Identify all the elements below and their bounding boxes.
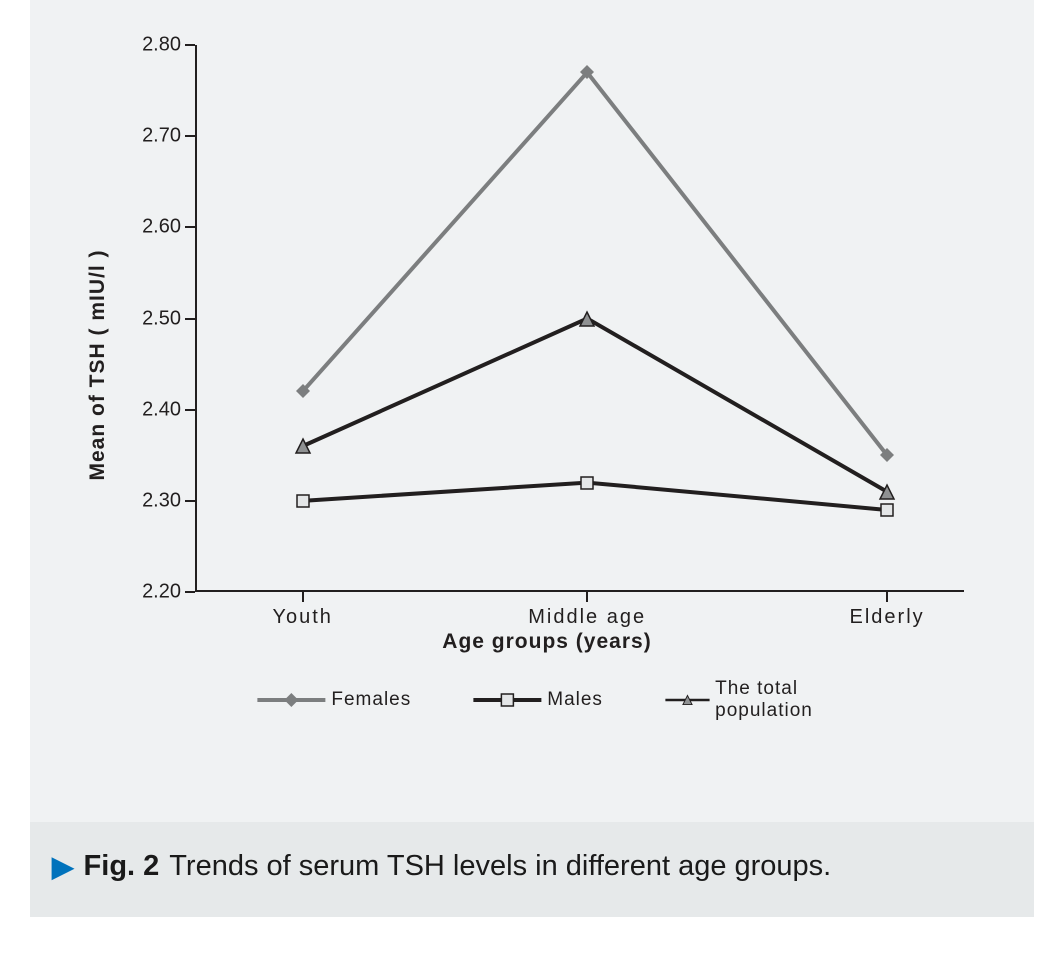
x-tick-label: Youth [272,606,332,629]
legend: Females Males The total population [257,678,836,722]
y-axis-title: Mean of TSH ( mIU/l ) [86,249,110,480]
y-tick [185,591,195,593]
legend-item: The total population [665,678,837,722]
series-marker [880,448,894,462]
y-tick [185,135,195,137]
y-tick-label: 2.30 [142,489,181,512]
y-tick-label: 2.40 [142,398,181,421]
legend-item: Females [257,689,411,711]
figure-container: Mean of TSH ( mIU/l ) 2.202.302.402.502.… [30,0,1034,917]
series-marker [297,495,309,507]
y-tick [185,44,195,46]
figure-outer: Mean of TSH ( mIU/l ) 2.202.302.402.502.… [0,0,1064,964]
y-tick [185,500,195,502]
series-marker [296,439,310,453]
x-tick-label: Elderly [850,606,925,629]
legend-label: The total population [715,678,836,722]
series-marker [580,312,594,326]
series-marker [296,384,310,398]
y-tick [185,226,195,228]
series-marker [881,504,893,516]
legend-swatch [257,692,325,708]
caption-row: ▶ Fig. 2 Trends of serum TSH levels in d… [30,822,1034,917]
legend-swatch [665,692,709,708]
x-axis-title: Age groups (years) [442,630,651,654]
caption-arrow-icon: ▶ [52,853,74,881]
x-tick [302,592,304,602]
plot-area: 2.202.302.402.502.602.702.80YouthMiddle … [195,45,964,592]
y-tick-label: 2.70 [142,125,181,148]
y-tick-label: 2.80 [142,34,181,57]
y-tick [185,409,195,411]
x-tick [886,592,888,602]
x-tick-label: Middle age [528,606,646,629]
y-tick-label: 2.60 [142,216,181,239]
y-tick-label: 2.20 [142,581,181,604]
series-marker [580,65,594,79]
x-tick [586,592,588,602]
series-marker [581,477,593,489]
legend-label: Females [331,689,411,711]
y-tick-label: 2.50 [142,307,181,330]
legend-swatch [473,692,541,708]
caption-label: Fig. 2 [84,850,160,883]
legend-label: Males [547,689,603,711]
chart-panel: Mean of TSH ( mIU/l ) 2.202.302.402.502.… [30,0,1034,822]
legend-item: Males [473,689,603,711]
caption-text: Trends of serum TSH levels in different … [169,850,831,883]
y-tick [185,318,195,320]
series-marker [880,485,894,499]
chart-inner: Mean of TSH ( mIU/l ) 2.202.302.402.502.… [100,40,994,762]
